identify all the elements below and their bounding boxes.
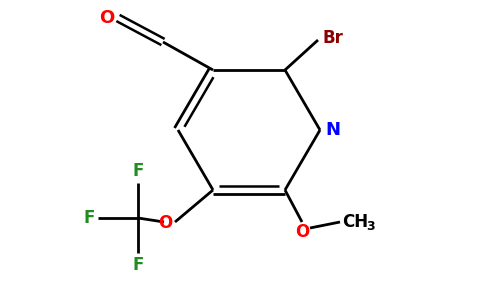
- Text: O: O: [158, 214, 172, 232]
- Text: O: O: [99, 9, 114, 27]
- Text: 3: 3: [366, 220, 375, 232]
- Text: F: F: [84, 209, 95, 227]
- Text: F: F: [132, 256, 144, 274]
- Text: F: F: [132, 162, 144, 180]
- Text: O: O: [295, 223, 309, 241]
- Text: CH: CH: [342, 213, 368, 231]
- Text: Br: Br: [322, 29, 343, 47]
- Text: N: N: [325, 121, 340, 139]
